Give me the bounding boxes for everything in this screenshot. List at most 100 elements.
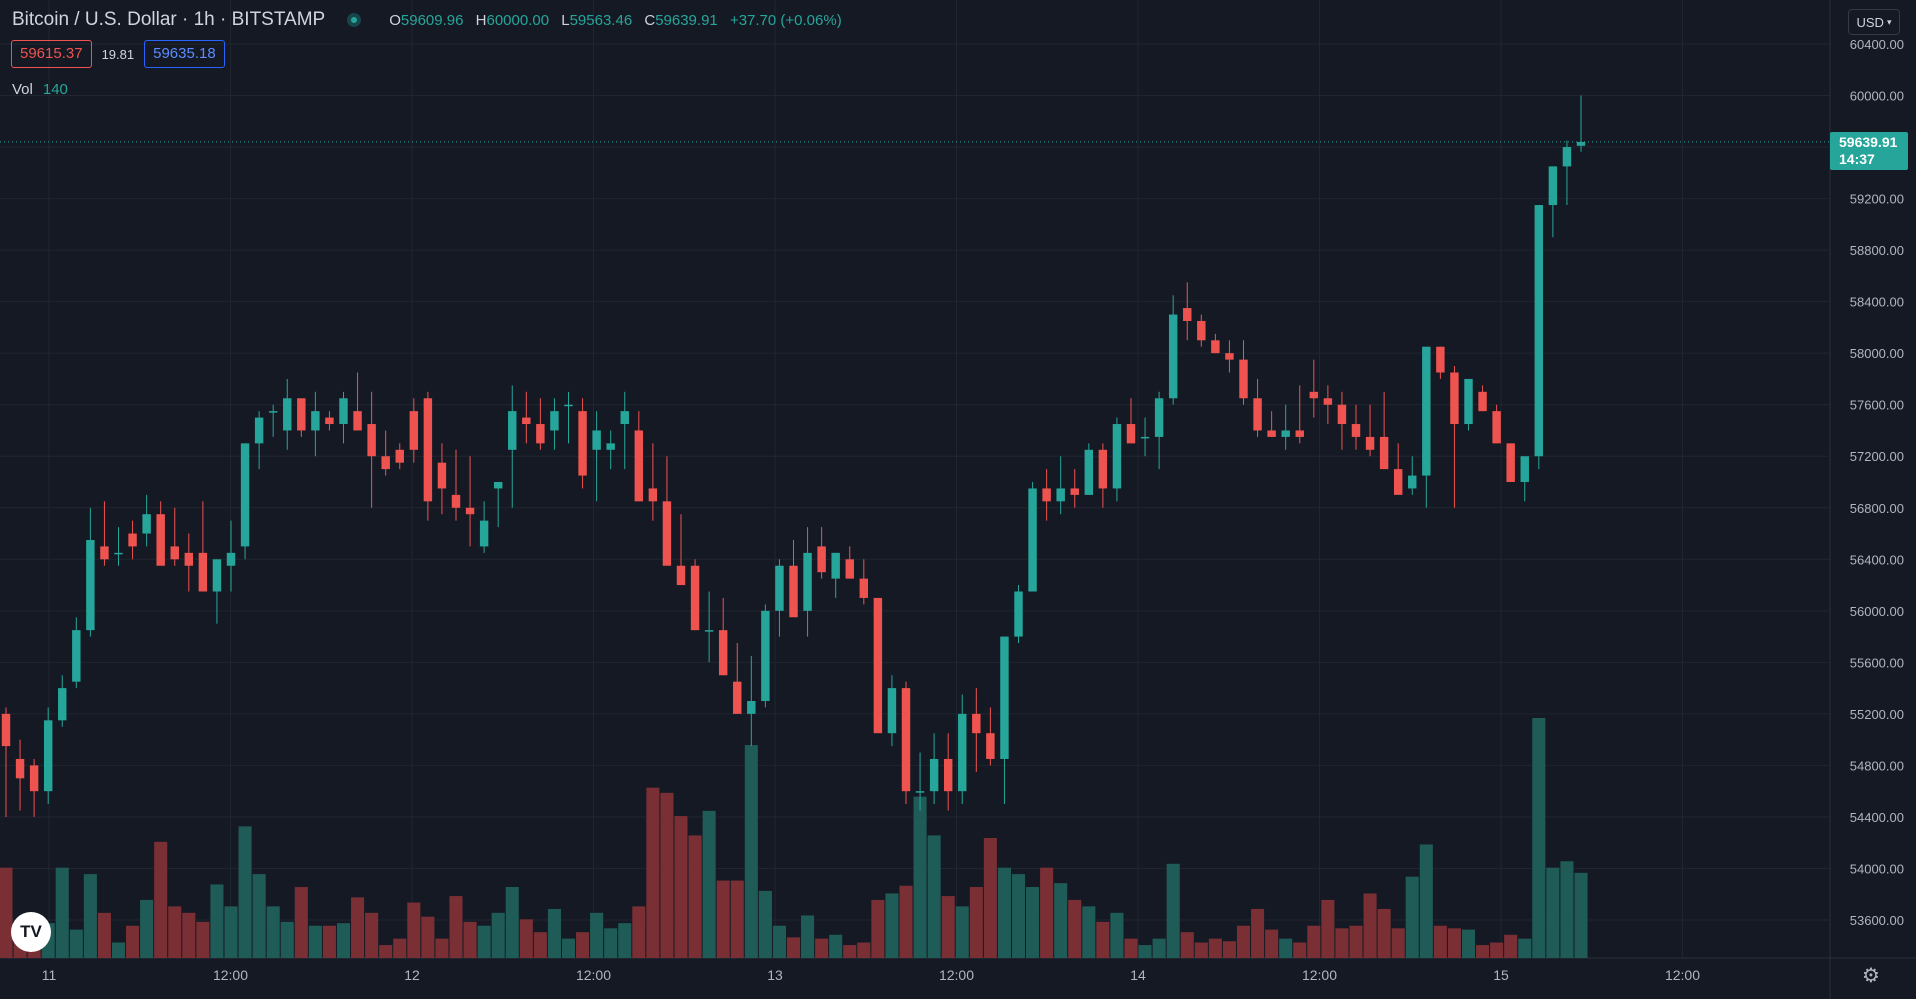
candle-body <box>156 514 165 566</box>
candle-body <box>972 713 981 734</box>
volume-bar <box>1208 938 1222 958</box>
market-status-icon[interactable] <box>347 13 362 27</box>
candle-body <box>254 417 264 444</box>
tradingview-logo-icon[interactable]: TV <box>11 912 51 952</box>
candle-body <box>873 597 883 734</box>
candle-body <box>1351 424 1361 437</box>
volume-bar <box>1236 925 1251 958</box>
volume-bar <box>111 942 126 958</box>
volume-bar <box>590 912 604 958</box>
volume-bar <box>941 896 955 958</box>
volume-bar <box>69 929 83 958</box>
candle-body <box>325 417 334 425</box>
price-axis-label: 58800.00 <box>1850 243 1904 258</box>
volume-label: Vol <box>12 81 33 98</box>
candle-body <box>367 424 376 457</box>
candle-body <box>662 501 672 566</box>
price-axis-label: 56800.00 <box>1850 501 1904 516</box>
candle-body <box>1098 449 1108 489</box>
volume-bar <box>997 867 1011 958</box>
volume-bar <box>1152 938 1166 958</box>
candle-body <box>1183 308 1192 321</box>
candle-body <box>339 398 348 425</box>
volume-bar <box>421 916 435 958</box>
candle-body <box>733 681 742 714</box>
volume-bar <box>646 787 660 958</box>
candle-body <box>901 688 911 792</box>
volume-bar <box>604 928 618 958</box>
buy-button[interactable]: 59635.18 <box>144 40 225 68</box>
price-axis-label: 54000.00 <box>1850 861 1904 876</box>
candle-body <box>142 514 151 534</box>
volume-bar <box>224 906 238 958</box>
candle-body <box>1295 430 1304 437</box>
candle-body <box>634 430 644 502</box>
candle-body <box>212 559 222 592</box>
candle-body <box>1154 398 1164 437</box>
candle-body <box>311 411 320 431</box>
candle-body <box>43 720 53 792</box>
volume-bar <box>435 938 449 958</box>
candle-body <box>606 443 615 450</box>
candle-body <box>128 533 137 547</box>
candle-body <box>465 507 475 515</box>
candle-body <box>1478 391 1487 412</box>
candle-body <box>58 688 67 721</box>
volume-bar <box>730 880 744 958</box>
candle-body <box>1070 488 1079 495</box>
candle-body <box>29 765 39 792</box>
volume-bar <box>772 925 786 958</box>
volume-bar <box>463 921 477 958</box>
candle-body <box>353 411 362 431</box>
candle-body <box>226 552 236 566</box>
sell-button[interactable]: 59615.37 <box>11 40 92 68</box>
countdown-value: 14:37 <box>1839 150 1875 167</box>
candle-body <box>747 701 756 714</box>
volume-bar <box>1307 925 1321 958</box>
price-axis-label: 56000.00 <box>1850 604 1904 619</box>
volume-bar <box>1124 938 1138 958</box>
candle-body <box>929 758 939 792</box>
volume-bar <box>1419 844 1433 958</box>
candle-body <box>1337 404 1347 425</box>
volume-bar <box>238 826 252 958</box>
volume-bar <box>393 938 407 958</box>
currency-selector[interactable]: USD ▾ <box>1848 9 1900 35</box>
candle-body <box>1 713 11 747</box>
candle-body <box>676 565 686 586</box>
close-label: C <box>644 11 656 29</box>
candle-body <box>1309 391 1319 399</box>
volume-bar <box>1068 899 1082 958</box>
candle-body <box>170 546 179 560</box>
price-axis-label: 60000.00 <box>1850 89 1904 104</box>
volume-bar <box>913 796 927 958</box>
volume-bar <box>1504 934 1518 958</box>
volume-bar <box>533 932 547 958</box>
candle-body <box>15 758 25 779</box>
volume-bar <box>1518 938 1532 958</box>
price-axis-label: 60400.00 <box>1850 37 1904 52</box>
candle-body <box>1506 443 1515 482</box>
high-value: 60000.00 <box>486 11 550 29</box>
candle-body <box>1028 488 1037 592</box>
volume-bar <box>407 902 421 958</box>
candle-body <box>1393 469 1403 495</box>
symbol-title[interactable]: Bitcoin / U.S. Dollar · 1h · BITSTAMP <box>12 9 326 30</box>
volume-legend[interactable]: Vol 140 <box>12 81 68 98</box>
time-axis-label: 13 <box>767 967 783 983</box>
candle-body <box>803 552 812 611</box>
gear-icon[interactable]: ⚙ <box>1862 965 1880 987</box>
volume-bar <box>1194 942 1208 958</box>
candle-body <box>1042 488 1051 502</box>
candle-body <box>1436 346 1445 373</box>
candle-body <box>395 449 404 463</box>
candle-body <box>198 552 208 592</box>
volume-bar <box>210 884 224 958</box>
candle-body <box>831 552 840 579</box>
candle-body <box>1576 141 1586 146</box>
symbol-header: Bitcoin / U.S. Dollar · 1h · BITSTAMP O5… <box>12 8 850 32</box>
candle-body <box>409 411 419 450</box>
volume-bar <box>744 745 758 958</box>
candle-body <box>718 630 728 676</box>
